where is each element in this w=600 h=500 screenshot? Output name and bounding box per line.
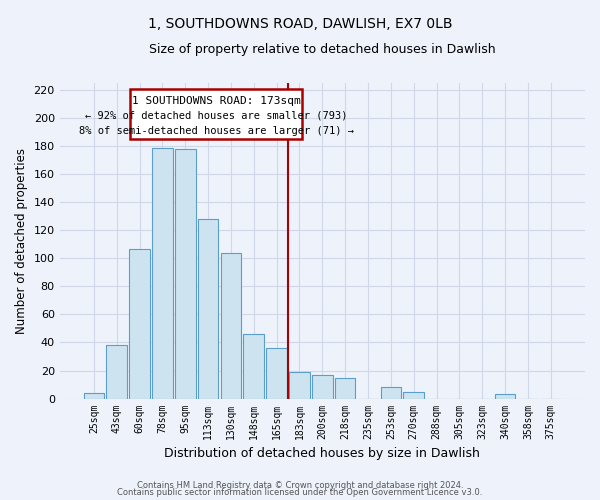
Bar bbox=[495, 394, 515, 398]
Bar bbox=[312, 374, 332, 398]
Title: Size of property relative to detached houses in Dawlish: Size of property relative to detached ho… bbox=[149, 42, 496, 56]
Bar bbox=[175, 149, 196, 398]
Y-axis label: Number of detached properties: Number of detached properties bbox=[15, 148, 28, 334]
Bar bbox=[266, 348, 287, 399]
Text: 1, SOUTHDOWNS ROAD, DAWLISH, EX7 0LB: 1, SOUTHDOWNS ROAD, DAWLISH, EX7 0LB bbox=[148, 18, 452, 32]
Bar bbox=[403, 392, 424, 398]
Bar bbox=[106, 346, 127, 399]
Bar bbox=[380, 388, 401, 398]
X-axis label: Distribution of detached houses by size in Dawlish: Distribution of detached houses by size … bbox=[164, 447, 480, 460]
Text: Contains HM Land Registry data © Crown copyright and database right 2024.: Contains HM Land Registry data © Crown c… bbox=[137, 480, 463, 490]
Bar bbox=[289, 372, 310, 398]
Text: ← 92% of detached houses are smaller (793): ← 92% of detached houses are smaller (79… bbox=[85, 110, 347, 120]
FancyBboxPatch shape bbox=[130, 88, 302, 139]
Bar bbox=[244, 334, 264, 398]
Text: 1 SOUTHDOWNS ROAD: 173sqm: 1 SOUTHDOWNS ROAD: 173sqm bbox=[132, 96, 301, 106]
Bar bbox=[335, 378, 355, 398]
Bar bbox=[129, 248, 150, 398]
Text: Contains public sector information licensed under the Open Government Licence v3: Contains public sector information licen… bbox=[118, 488, 482, 497]
Bar bbox=[152, 148, 173, 398]
Bar bbox=[198, 219, 218, 398]
Bar bbox=[221, 252, 241, 398]
Text: 8% of semi-detached houses are larger (71) →: 8% of semi-detached houses are larger (7… bbox=[79, 126, 353, 136]
Bar bbox=[83, 393, 104, 398]
